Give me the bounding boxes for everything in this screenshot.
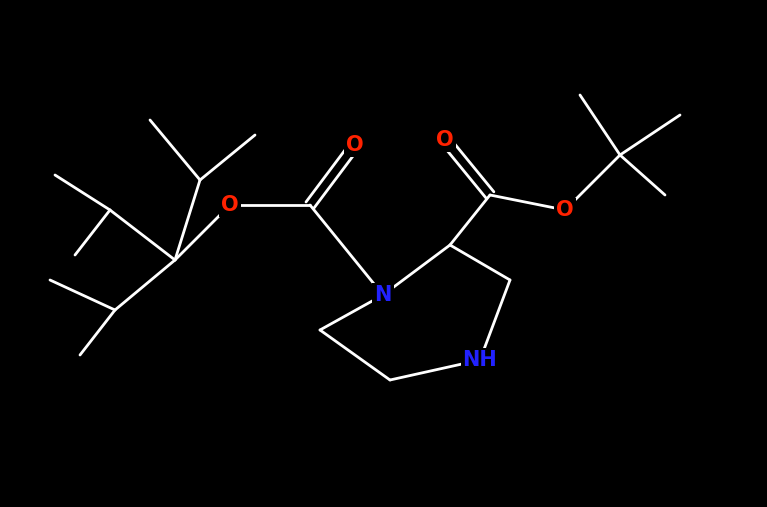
Text: O: O: [556, 200, 574, 220]
Text: O: O: [436, 130, 454, 150]
Text: NH: NH: [463, 350, 497, 370]
Text: O: O: [221, 195, 239, 215]
Text: O: O: [346, 135, 364, 155]
Text: N: N: [374, 285, 392, 305]
